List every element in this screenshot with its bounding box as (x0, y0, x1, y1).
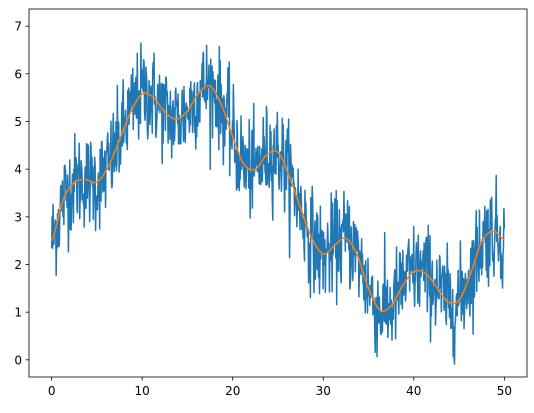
axes-frame (28, 8, 528, 378)
y-tick-label: 6 (14, 67, 22, 81)
y-tick-label: 1 (14, 306, 22, 320)
y-tick-label: 2 (14, 258, 22, 272)
y-tick-label: 7 (14, 20, 22, 34)
y-tick-label: 0 (14, 353, 22, 367)
x-tick-label: 20 (225, 384, 240, 398)
x-tick-label: 30 (316, 384, 331, 398)
x-tick-label: 50 (497, 384, 512, 398)
y-axis: 0 1 2 3 4 5 6 7 (14, 20, 29, 367)
y-tick-label: 4 (14, 163, 22, 177)
y-tick-label: 5 (14, 115, 22, 129)
plot-area (50, 42, 506, 365)
noisy-signal-line (50, 42, 506, 365)
x-axis: 0 10 20 30 40 50 (48, 377, 512, 398)
x-tick-label: 10 (135, 384, 150, 398)
x-tick-label: 0 (48, 384, 56, 398)
y-tick-label: 3 (14, 210, 22, 224)
smooth-signal-line (50, 84, 505, 312)
x-tick-label: 40 (406, 384, 421, 398)
